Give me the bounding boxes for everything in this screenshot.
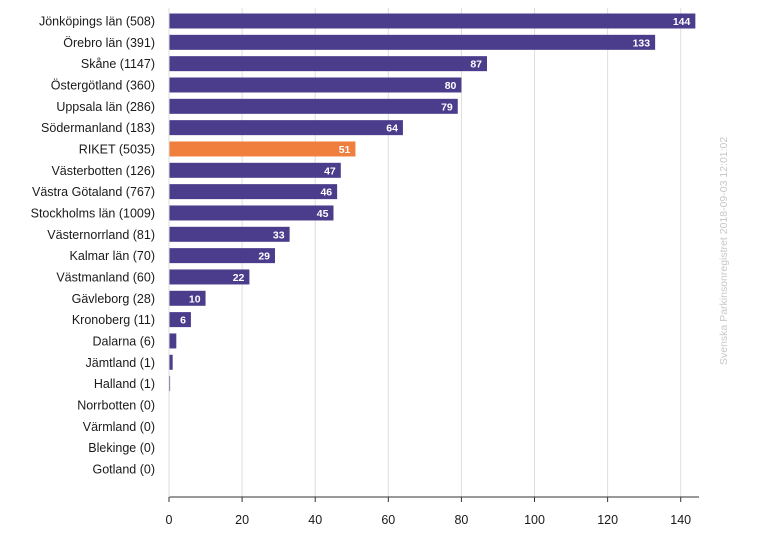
category-label-1: Örebro län (391) <box>63 36 155 50</box>
bar-value-label-14: 6 <box>180 315 186 327</box>
category-label-11: Kalmar län (70) <box>70 249 155 263</box>
category-label-5: Södermanland (183) <box>41 121 155 135</box>
bar-11 <box>169 248 275 264</box>
bar-value-label-12: 22 <box>233 272 245 284</box>
x-tick-label-80: 80 <box>454 513 468 527</box>
x-tick-label-140: 140 <box>670 513 691 527</box>
category-label-17: Halland (1) <box>94 377 155 391</box>
bar-value-label-0: 144 <box>673 16 691 28</box>
bar-2 <box>169 56 487 72</box>
category-label-3: Östergötland (360) <box>51 78 155 92</box>
bar-value-label-1: 133 <box>633 37 651 49</box>
bar-13 <box>169 290 206 306</box>
category-label-13: Gävleborg (28) <box>72 292 155 306</box>
x-tick-label-100: 100 <box>524 513 545 527</box>
category-label-16: Jämtland (1) <box>86 356 155 370</box>
category-label-12: Västmanland (60) <box>56 270 155 284</box>
category-label-15: Dalarna (6) <box>92 334 155 348</box>
category-label-18: Norrbotten (0) <box>77 398 155 412</box>
bar-value-label-8: 46 <box>320 187 332 199</box>
category-label-0: Jönköpings län (508) <box>39 15 155 29</box>
bar-value-label-2: 87 <box>470 59 482 71</box>
bar-value-label-3: 80 <box>445 80 457 92</box>
category-label-4: Uppsala län (286) <box>56 100 155 114</box>
x-tick-label-20: 20 <box>235 513 249 527</box>
category-label-9: Stockholms län (1009) <box>31 206 155 220</box>
category-label-8: Västra Götaland (767) <box>32 185 155 199</box>
bar-value-label-4: 79 <box>441 101 453 113</box>
x-axis: 0 20 40 60 80 100 120 140 <box>166 8 699 527</box>
x-tick-label-0: 0 <box>166 513 173 527</box>
category-labels: Jönköpings län (508) Örebro län (391) Skån… <box>31 15 155 477</box>
category-label-10: Västernorrland (81) <box>47 228 155 242</box>
bar-0 <box>169 13 696 29</box>
bar-value-label-7: 47 <box>324 165 336 177</box>
category-label-2: Skåne (1147) <box>81 57 155 71</box>
bar-12 <box>169 269 250 285</box>
bar-value-label-13: 10 <box>189 293 201 305</box>
x-tick-label-40: 40 <box>308 513 322 527</box>
category-label-20: Blekinge (0) <box>88 441 155 455</box>
bar-15 <box>169 333 177 349</box>
bar-4 <box>169 98 458 114</box>
bar-1 <box>169 34 656 50</box>
category-label-6: RIKET (5035) <box>79 142 155 156</box>
bar-6 <box>169 141 356 157</box>
bar-10 <box>169 226 290 242</box>
bar-9 <box>169 205 334 221</box>
category-label-7: Västerbotten (126) <box>51 164 155 178</box>
bar-value-label-11: 29 <box>258 251 270 263</box>
bar-value-label-5: 64 <box>386 123 398 135</box>
category-label-21: Gotland (0) <box>92 462 155 476</box>
bar-3 <box>169 77 462 93</box>
bar-value-label-6: 51 <box>339 144 351 156</box>
bar-14 <box>169 312 191 328</box>
category-label-14: Kronoberg (11) <box>72 313 155 327</box>
x-tick-label-60: 60 <box>381 513 395 527</box>
bar-16 <box>169 354 173 370</box>
category-label-19: Värmland (0) <box>83 420 155 434</box>
bar-17 <box>169 376 171 392</box>
watermark-text: Svenska Parkinsonregistret 2018-09-03 12… <box>718 137 730 365</box>
bar-7 <box>169 162 341 178</box>
bar-value-label-9: 45 <box>317 208 329 220</box>
bar-8 <box>169 184 338 200</box>
bar-value-label-10: 33 <box>273 229 285 241</box>
bar-5 <box>169 120 403 136</box>
x-tick-label-120: 120 <box>597 513 618 527</box>
